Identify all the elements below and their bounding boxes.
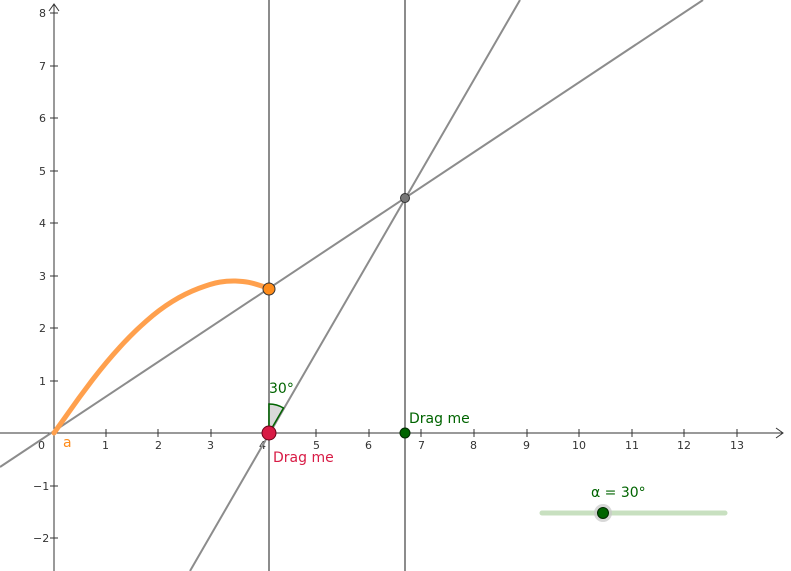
- x-tick-label: 1: [102, 439, 109, 452]
- drag-point-green-label: Drag me: [409, 411, 470, 427]
- x-tick-label: 0: [38, 439, 45, 452]
- y-tick-label: −1: [33, 480, 49, 493]
- y-tick-label: 3: [39, 270, 46, 283]
- x-tick-label: 12: [677, 439, 691, 452]
- y-tick-label: 1: [39, 375, 46, 388]
- intersection-point[interactable]: [400, 193, 410, 203]
- drag-point-red[interactable]: [261, 425, 277, 441]
- y-tick-label: −2: [33, 532, 49, 545]
- x-tick-labels: 0 1 2 3 4 5 6 7 8 9 10 11 12 13: [38, 439, 744, 452]
- x-axis-arrow-icon: [775, 427, 784, 439]
- curve-label: a: [63, 435, 72, 451]
- x-tick-label: 6: [365, 439, 372, 452]
- line-through-drag-point[interactable]: [189, 0, 521, 571]
- function-curve-a[interactable]: [51, 278, 273, 436]
- curve-end-point[interactable]: [262, 282, 276, 296]
- x-tick-label: 9: [523, 439, 530, 452]
- y-tick-label: 4: [39, 217, 46, 230]
- angle-sector: [268, 403, 285, 436]
- x-tick-label: 10: [572, 439, 586, 452]
- y-tick-label: 5: [39, 165, 46, 178]
- alpha-slider[interactable]: α = 30°: [539, 485, 728, 522]
- drag-point-green[interactable]: [399, 427, 411, 439]
- angle-marker: 30°: [268, 381, 294, 436]
- x-tick-label: 11: [625, 439, 639, 452]
- y-ticks: [50, 12, 58, 539]
- x-tick-label: 7: [418, 439, 425, 452]
- line-through-origin[interactable]: [0, 0, 704, 468]
- x-tick-label: 13: [730, 439, 744, 452]
- x-ticks: [105, 429, 738, 437]
- slider-handle[interactable]: [597, 507, 609, 519]
- y-tick-labels: 1 2 3 4 5 6 7 8 −1 −2: [33, 7, 49, 545]
- slider-label: α = 30°: [591, 485, 646, 501]
- x-tick-label: 8: [470, 439, 477, 452]
- y-tick-label: 8: [39, 7, 46, 20]
- y-tick-label: 2: [39, 322, 46, 335]
- x-tick-label: 3: [207, 439, 214, 452]
- drag-point-red-label: Drag me: [273, 450, 334, 466]
- x-tick-label: 5: [313, 439, 320, 452]
- angle-label: 30°: [269, 381, 294, 397]
- y-axis-arrow-icon: [48, 3, 60, 12]
- y-tick-label: 6: [39, 112, 46, 125]
- x-tick-label: 2: [155, 439, 162, 452]
- coordinate-axes: [0, 3, 784, 571]
- y-tick-label: 7: [39, 60, 46, 73]
